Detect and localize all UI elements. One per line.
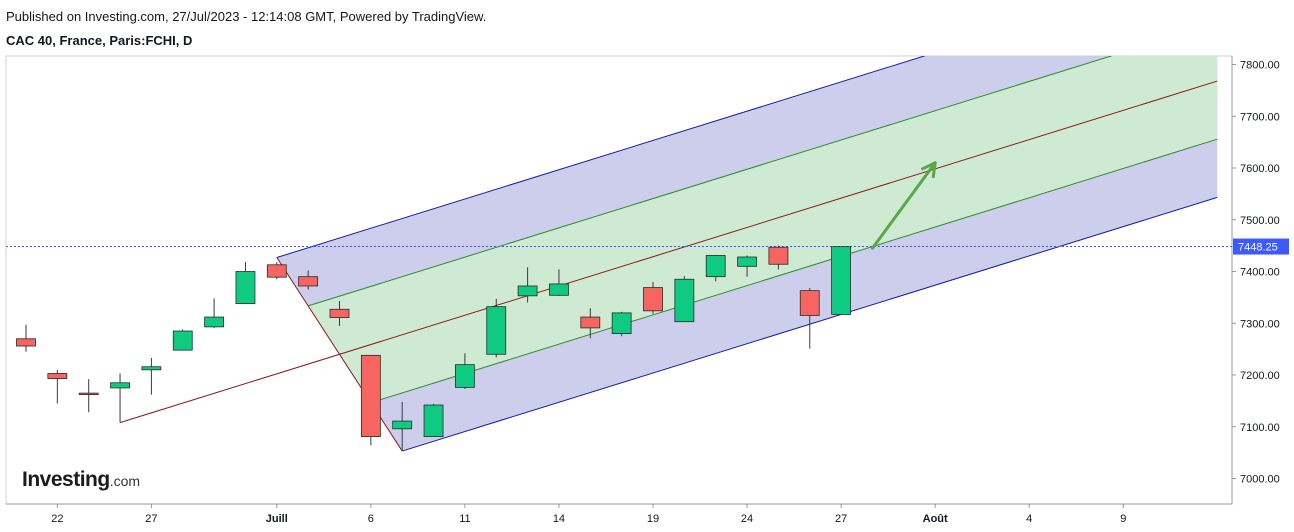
- time-tick-label: 11: [459, 513, 470, 525]
- candle-body-up: [705, 255, 726, 278]
- candle: [235, 262, 256, 304]
- candle-body-up: [423, 404, 444, 437]
- candles: [16, 245, 851, 452]
- candle: [172, 329, 193, 351]
- candle-body-up: [486, 306, 507, 355]
- candle: [486, 298, 507, 358]
- time-tick-label: 27: [835, 513, 847, 525]
- candle: [423, 403, 444, 437]
- candle: [141, 357, 162, 395]
- candle-body-down: [78, 392, 99, 396]
- time-axis: 22 27 Juill 6 11 14 19 24 27 Août 4 9: [51, 504, 1126, 525]
- logo-brand: Investing: [22, 468, 110, 491]
- candle-body-up: [235, 271, 256, 304]
- candle: [549, 269, 569, 296]
- last-price-badge: [1233, 238, 1289, 255]
- price-tick-label: 7500.00: [1240, 215, 1280, 227]
- candle: [454, 353, 475, 389]
- candle-body-down: [799, 290, 820, 316]
- pitchfork-inner-upper-line: [308, 56, 1113, 307]
- candle-body-up: [549, 283, 569, 296]
- price-tick-label: 7200.00: [1240, 370, 1280, 382]
- pitchfork-inner-band: [308, 56, 1218, 403]
- price-tick-label: 7000.00: [1240, 474, 1280, 486]
- candle: [204, 298, 225, 328]
- candle-body-down: [580, 316, 601, 329]
- time-tick-label: Août: [923, 513, 948, 525]
- candle-body-up: [141, 366, 162, 371]
- candle: [643, 281, 663, 314]
- candle: [737, 255, 757, 277]
- symbol-title: CAC 40, France, Paris:FCHI, D: [6, 33, 193, 48]
- logo-suffix: .com: [109, 473, 141, 489]
- candle-body-up: [172, 330, 193, 351]
- time-tick-label: 4: [1026, 513, 1032, 525]
- candle-body-down: [47, 373, 68, 380]
- price-tick-label: 7700.00: [1240, 111, 1280, 123]
- candle: [298, 270, 319, 290]
- candle: [47, 369, 68, 404]
- candle: [78, 379, 99, 413]
- pitchfork-outer-upper-line: [276, 56, 926, 259]
- candle: [580, 308, 601, 339]
- candle: [392, 401, 413, 452]
- candle: [266, 262, 287, 280]
- investing-logo: Investing.com: [22, 468, 140, 492]
- candle-body-up: [392, 420, 413, 430]
- candle: [360, 354, 381, 446]
- time-tick-label: 24: [741, 513, 753, 525]
- pitchfork-median-line: [119, 80, 1218, 424]
- candle-body-down: [298, 276, 319, 287]
- projection-arrow-head: [921, 161, 937, 179]
- time-tick-label: 6: [368, 513, 374, 525]
- candle-body-down: [643, 287, 663, 312]
- candle: [768, 245, 789, 270]
- candle: [517, 267, 538, 303]
- candle-body-up: [110, 382, 130, 389]
- last-price-label: 7448.25: [1238, 242, 1278, 254]
- candle: [611, 311, 632, 337]
- candle-body-up: [204, 316, 225, 328]
- projection-arrow: [870, 161, 937, 250]
- candle: [110, 373, 130, 423]
- candle-body-down: [16, 338, 36, 347]
- price-axis: 7000.00 7100.00 7200.00 7300.00 7400.00 7500.…: [1232, 60, 1289, 486]
- candle-body-up: [674, 278, 695, 323]
- price-tick-label: 7100.00: [1240, 422, 1280, 434]
- time-tick-label: 22: [51, 513, 63, 525]
- price-tick-label: 7800.00: [1240, 60, 1280, 72]
- candle: [674, 276, 695, 323]
- published-info: Published on Investing.com, 27/Jul/2023 …: [6, 9, 487, 24]
- price-tick-label: 7400.00: [1240, 267, 1280, 279]
- candle-body-down: [768, 246, 789, 265]
- price-tick-label: 7300.00: [1240, 318, 1280, 330]
- time-tick-label: 9: [1120, 513, 1126, 525]
- candle: [831, 246, 851, 315]
- time-tick-label: 19: [647, 513, 659, 525]
- pitchfork-inner-lower-line: [370, 138, 1218, 404]
- candle: [799, 288, 820, 349]
- candle: [705, 254, 726, 282]
- candle-body-up: [611, 312, 632, 334]
- time-tick-label: Juill: [266, 513, 288, 525]
- candle-body-down: [329, 308, 350, 318]
- candle-body-down: [266, 264, 287, 278]
- candle-body-up: [737, 256, 757, 267]
- candle-body-down: [360, 354, 381, 437]
- pitchfork-bands: [276, 56, 1218, 452]
- candle: [16, 324, 36, 352]
- price-tick-label: 7600.00: [1240, 163, 1280, 175]
- candle-body-up: [517, 285, 538, 297]
- candle-body-up: [454, 364, 475, 388]
- time-tick-label: 14: [553, 513, 565, 525]
- time-tick-label: 27: [145, 513, 157, 525]
- projection-arrow-shaft: [870, 161, 937, 250]
- candle-body-up: [831, 246, 851, 315]
- candle: [329, 300, 350, 326]
